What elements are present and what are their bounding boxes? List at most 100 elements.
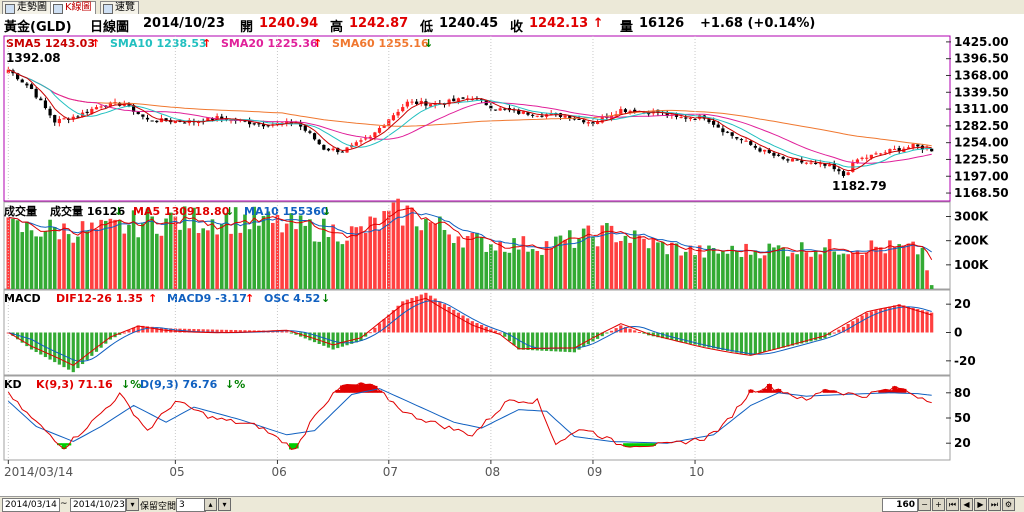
date-dropdown-icon[interactable]: ▾	[126, 498, 139, 511]
candle-body	[377, 127, 382, 133]
volume-bar	[131, 210, 136, 289]
y-tick-label: -20	[954, 354, 976, 368]
legend-arrow: ↑	[202, 37, 211, 50]
volume-bar	[878, 247, 883, 289]
osc-bar	[67, 332, 71, 370]
volume-bar	[29, 230, 34, 289]
osc-bar	[735, 332, 739, 353]
candle	[888, 148, 892, 155]
candle	[725, 131, 730, 134]
volume-bar	[623, 235, 628, 289]
candle	[860, 156, 864, 161]
osc-bar	[739, 332, 744, 354]
volume-bar	[753, 250, 758, 289]
volume-bar	[707, 245, 711, 289]
candle-body	[410, 101, 414, 103]
end-date-field[interactable]: 2014/10/23	[70, 498, 126, 512]
candle	[424, 98, 428, 110]
osc-bar	[340, 332, 344, 347]
candle-body	[382, 125, 386, 128]
zoom-out-icon[interactable]: −	[918, 498, 931, 511]
volume-bar	[818, 254, 823, 289]
osc-bar	[883, 307, 887, 333]
zoom-in-icon[interactable]: +	[932, 498, 945, 511]
first-page-icon[interactable]: ⏮	[946, 498, 959, 511]
candle	[544, 112, 549, 120]
oversold-fill	[641, 443, 647, 447]
osc-bar	[772, 332, 776, 350]
osc-bar	[122, 332, 126, 334]
volume-label: 量	[620, 20, 634, 35]
osc-bar	[572, 332, 576, 353]
volume-bar	[628, 242, 632, 289]
candle	[461, 96, 465, 100]
osc-bar	[470, 321, 474, 333]
volume-bar	[925, 270, 929, 289]
chart-area[interactable]: 1425.00 1396.50 1368.00 1339.50 1311.00 1282.…	[0, 34, 1024, 496]
candle	[749, 140, 753, 146]
osc-bar	[368, 332, 372, 334]
volume-bar	[790, 252, 795, 289]
candle	[71, 114, 75, 123]
prev-page-icon[interactable]: ◀	[960, 498, 973, 511]
volume-bar	[182, 206, 187, 289]
candle-body	[220, 116, 224, 119]
last-page-icon[interactable]: ⏭	[988, 498, 1001, 511]
osc-bar	[447, 307, 451, 333]
settings-icon[interactable]: ⚙	[1002, 498, 1015, 511]
osc-bar	[373, 327, 377, 333]
candle-body	[568, 115, 572, 119]
volume-bar	[90, 222, 94, 289]
start-date-field[interactable]: 2014/03/14	[2, 498, 60, 512]
candle-body	[531, 114, 535, 116]
osc-bar	[851, 321, 855, 333]
spin-up-icon[interactable]: ▴	[204, 498, 217, 511]
candle	[419, 97, 423, 107]
volume-bar	[883, 253, 888, 289]
osc-bar	[48, 332, 52, 360]
candle-body	[679, 117, 683, 119]
candle	[150, 120, 154, 122]
volume-bar	[748, 254, 753, 289]
y-tick-label: 80	[954, 386, 971, 400]
volume-bar	[929, 285, 934, 289]
tab-overview[interactable]: 速覽	[100, 1, 139, 14]
osc-bar	[586, 332, 590, 345]
price-panel-frame	[3, 35, 951, 202]
overbought-fill	[354, 384, 359, 393]
candle	[623, 108, 628, 115]
candle-body	[911, 143, 915, 148]
next-page-icon[interactable]: ▶	[974, 498, 987, 511]
volume-bar	[619, 240, 623, 289]
spin-down-icon[interactable]: ▾	[218, 498, 231, 511]
candle-body	[331, 148, 335, 151]
candle	[619, 106, 623, 115]
osc-bar	[809, 332, 813, 342]
volume-bar	[57, 239, 62, 289]
osc-bar	[173, 328, 177, 333]
osc-bar	[526, 332, 530, 350]
bar-count-field[interactable]: 160	[882, 498, 918, 512]
y-tick-label: 1425.00	[954, 35, 1009, 49]
overbought-fill	[882, 389, 888, 393]
osc-bar	[39, 332, 43, 355]
osc-bar	[438, 301, 442, 333]
tab-trend-chart[interactable]: 走勢圖	[2, 1, 51, 14]
osc-bar	[76, 332, 80, 369]
candle	[401, 103, 405, 113]
candle-body	[800, 160, 804, 163]
candle	[712, 117, 716, 128]
candle-body	[828, 164, 832, 167]
volume-bar	[257, 225, 261, 289]
volume-bar	[832, 251, 837, 289]
volume-bar	[271, 222, 275, 289]
tab-kline-chart[interactable]: K線圖	[50, 1, 96, 14]
volume-bar	[405, 205, 410, 289]
overbought-fill	[335, 389, 341, 393]
osc-bar	[29, 332, 34, 350]
candle	[285, 118, 289, 127]
volume-bar	[670, 242, 674, 289]
keep-space-input[interactable]: 3	[176, 498, 206, 512]
volume-bar	[475, 232, 479, 289]
kd-title: KD	[4, 378, 22, 391]
